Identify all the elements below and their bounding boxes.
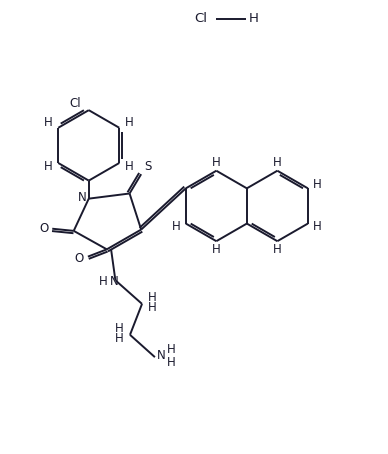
Text: H: H	[114, 332, 123, 345]
Text: H: H	[172, 221, 181, 233]
Text: N: N	[110, 275, 119, 288]
Text: O: O	[39, 222, 48, 235]
Text: H: H	[99, 275, 108, 288]
Text: H: H	[212, 156, 221, 168]
Text: O: O	[74, 252, 84, 265]
Text: H: H	[313, 221, 322, 233]
Text: H: H	[125, 116, 134, 129]
Text: H: H	[212, 243, 221, 256]
Text: H: H	[148, 291, 157, 304]
Text: H: H	[43, 116, 52, 129]
Text: H: H	[313, 178, 322, 192]
Text: N: N	[157, 349, 166, 362]
Text: H: H	[43, 160, 52, 173]
Text: H: H	[148, 301, 157, 314]
Text: H: H	[249, 12, 259, 25]
Text: Cl: Cl	[69, 97, 81, 110]
Text: S: S	[144, 160, 152, 173]
Text: H: H	[167, 343, 176, 356]
Text: H: H	[125, 160, 134, 173]
Text: N: N	[78, 191, 86, 204]
Text: H: H	[114, 322, 123, 335]
Text: H: H	[273, 156, 282, 168]
Text: H: H	[273, 243, 282, 256]
Text: Cl: Cl	[194, 12, 207, 25]
Text: H: H	[167, 356, 176, 369]
